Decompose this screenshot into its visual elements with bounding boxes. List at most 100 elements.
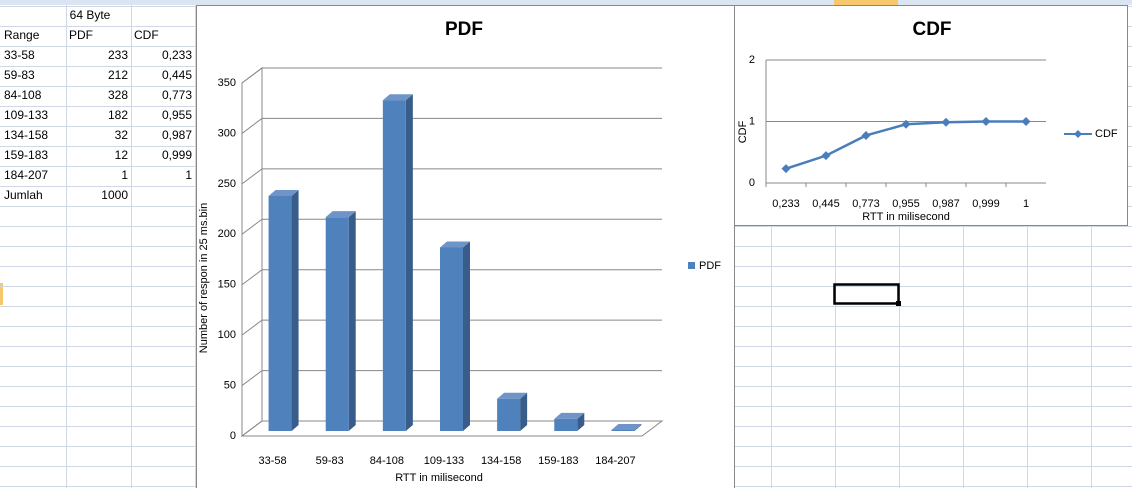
bar-side — [291, 190, 299, 431]
y-tick-label: 250 — [218, 178, 236, 190]
x-tick-label: 59-83 — [316, 455, 344, 467]
x-tick-label: 0,955 — [892, 198, 920, 210]
table-cell: 1000 — [101, 188, 128, 202]
table-cell: 12 — [115, 148, 129, 162]
x-tick-label: 0,987 — [932, 198, 960, 210]
table-cell: 184-207 — [4, 168, 48, 182]
bar — [611, 429, 635, 431]
y-tick-label: 100 — [218, 329, 236, 341]
bar-side — [520, 392, 528, 431]
grid-line — [241, 319, 662, 336]
table-cell: 33-58 — [4, 48, 35, 62]
x-axis-title: RTT in milisecond — [862, 211, 950, 223]
x-tick-label: 0,999 — [972, 198, 1000, 210]
bar — [268, 196, 292, 431]
bar-top — [611, 423, 642, 430]
grid-line — [241, 117, 662, 134]
table-cell: 32 — [115, 128, 129, 142]
grid-line — [241, 269, 662, 286]
y-tick-label: 150 — [218, 279, 236, 291]
grid-line — [241, 168, 662, 185]
x-tick-label: 0,445 — [812, 198, 840, 210]
chart-title: CDF — [912, 19, 951, 40]
data-table: 64 Byte Range PDF CDF 33-58 233 0,233 59-83 212 0… — [4, 8, 192, 202]
table-header: Range — [4, 28, 40, 42]
chart-title: PDF — [445, 19, 483, 40]
active-row-header — [0, 283, 3, 305]
bar-side — [577, 412, 585, 431]
bar — [325, 217, 349, 431]
cdf-chart-frame[interactable] — [734, 5, 1128, 226]
y-axis-title: Number of respon in 25 ms.bin — [198, 203, 210, 353]
y-tick-label: 300 — [218, 127, 236, 139]
table-cell: Jumlah — [4, 188, 43, 202]
legend-label: CDF — [1095, 128, 1118, 140]
x-tick-label: 159-183 — [538, 455, 578, 467]
bar-top — [382, 94, 413, 101]
marker — [941, 117, 951, 127]
grid-line — [241, 67, 662, 84]
table-cell: 182 — [108, 108, 128, 122]
bar — [382, 100, 406, 431]
marker — [821, 151, 831, 161]
active-column-header — [834, 0, 898, 5]
table-cell: 1 — [121, 168, 128, 182]
bar-side — [462, 241, 470, 431]
table-cell: 0,987 — [162, 128, 192, 142]
cdf-chart: CDF 0 1 2 0,233 0,445 0,773 0,955 0,987 0,999 1 RTT… — [737, 19, 1118, 223]
table-cell: 233 — [108, 48, 128, 62]
table-cell: 0,955 — [162, 108, 192, 122]
bar-top — [268, 190, 299, 197]
x-axis-title: RTT in milisecond — [395, 472, 483, 484]
table-header: CDF — [134, 28, 159, 42]
table-cell: 328 — [108, 88, 128, 102]
table-cell: 0,445 — [162, 68, 192, 82]
fill-handle[interactable] — [896, 301, 901, 306]
legend-label: PDF — [699, 260, 721, 272]
table-header: PDF — [69, 28, 93, 42]
grid-line — [241, 420, 662, 437]
table-cell: 212 — [108, 68, 128, 82]
marker — [861, 130, 871, 140]
x-tick-label: 0,773 — [852, 198, 880, 210]
grid-line — [241, 370, 662, 386]
y-tick-label: 350 — [218, 77, 236, 89]
y-tick-label: 0 — [749, 177, 755, 189]
table-cell: 0,233 — [162, 48, 192, 62]
y-axis-title: CDF — [737, 120, 749, 143]
bar-side — [405, 94, 413, 431]
marker — [981, 117, 991, 127]
x-tick-label: 33-58 — [258, 455, 286, 467]
table-cell: 0,773 — [162, 88, 192, 102]
column-header-strip — [0, 0, 1132, 5]
bar-side — [634, 423, 642, 431]
x-tick-label: 134-158 — [481, 455, 521, 467]
table-cell: 109-133 — [4, 108, 48, 122]
pdf-chart: PDF 0 50 100 150 200 250 300 350 33-58 59-83 84-108… — [198, 19, 721, 484]
x-tick-label: 109-133 — [424, 455, 464, 467]
grid-line — [241, 218, 662, 235]
bar-top — [325, 211, 356, 218]
x-tick-label: 0,233 — [772, 198, 800, 210]
back-wall — [241, 67, 263, 437]
x-tick-label: 1 — [1023, 198, 1029, 210]
y-tick-label: 2 — [749, 54, 755, 66]
bar — [439, 247, 463, 431]
y-tick-label: 1 — [749, 115, 755, 127]
x-tick-label: 184-207 — [595, 455, 635, 467]
legend-marker — [1074, 130, 1082, 138]
y-tick-label: 0 — [230, 430, 236, 442]
selected-cell[interactable] — [833, 283, 900, 305]
table-cell: 134-158 — [4, 128, 48, 142]
marker — [1021, 117, 1031, 126]
table-cell: 159-183 — [4, 148, 48, 162]
y-tick-label: 200 — [218, 228, 236, 240]
marker — [901, 119, 911, 129]
table-title: 64 Byte — [70, 8, 111, 22]
bar — [554, 418, 578, 431]
bar-top — [439, 241, 470, 248]
table-cell: 59-83 — [4, 68, 35, 82]
marker — [781, 164, 791, 174]
